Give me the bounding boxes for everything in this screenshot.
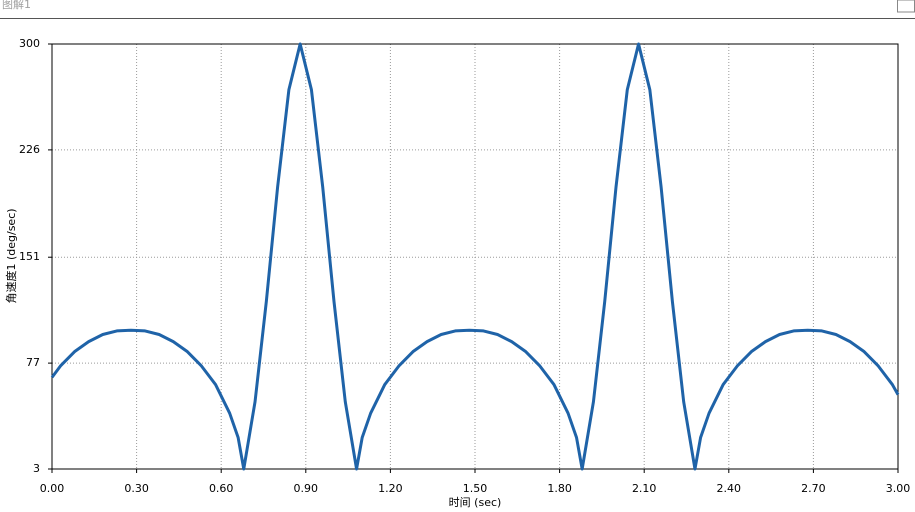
- y-tick-label: 300: [19, 37, 40, 50]
- x-tick-label: 1.80: [547, 482, 572, 495]
- x-tick-label: 0.60: [209, 482, 234, 495]
- x-tick-label: 3.00: [886, 482, 911, 495]
- title-bar: [0, 0, 915, 18]
- x-axis-label: 时间 (sec): [449, 496, 502, 509]
- window-title: 图解1: [2, 0, 31, 11]
- y-tick-label: 151: [19, 250, 40, 263]
- y-tick-label: 77: [26, 356, 40, 369]
- y-tick-label: 3: [33, 462, 40, 475]
- y-axis-label: 角速度1 (deg/sec): [4, 208, 18, 303]
- data-line: [50, 42, 900, 471]
- x-tick-label: 0.30: [124, 482, 149, 495]
- x-tick-label: 1.20: [378, 482, 403, 495]
- x-tick-label: 0.90: [294, 482, 319, 495]
- x-tick-label: 1.50: [463, 482, 488, 495]
- y-tick-label: 226: [19, 143, 40, 156]
- x-tick-label: 0.00: [40, 482, 65, 495]
- x-tick-label: 2.70: [801, 482, 826, 495]
- x-tick-label: 2.40: [717, 482, 742, 495]
- plot-frame: [51, 43, 899, 470]
- x-tick-label: 2.10: [632, 482, 657, 495]
